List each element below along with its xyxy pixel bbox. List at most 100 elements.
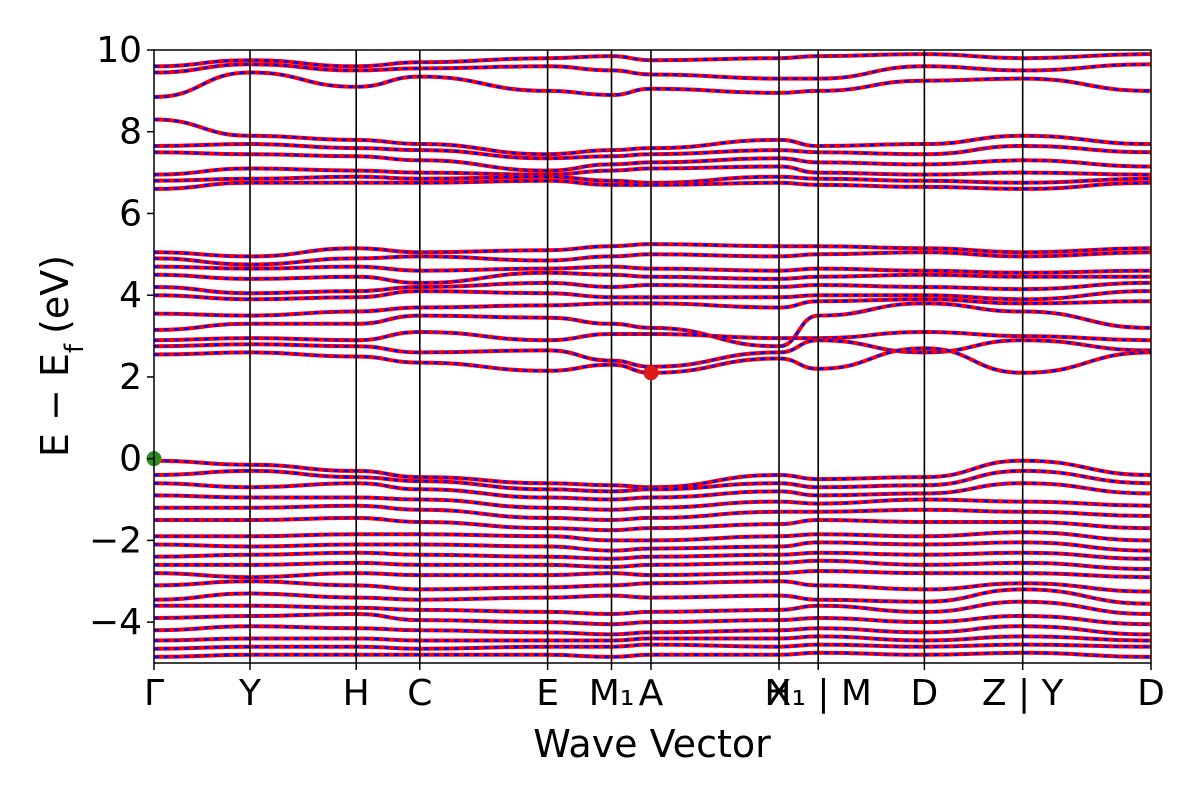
- band-31: [154, 579, 1151, 594]
- y-tick-label-5: 6: [119, 193, 142, 234]
- plot-frame: [153, 49, 1152, 664]
- band-7: [154, 174, 1151, 185]
- y-axis-title-subscript: f: [60, 343, 90, 353]
- cbm-marker: [643, 365, 659, 381]
- band-18-spin-down-line: [154, 338, 1151, 368]
- band-5-spin-down-line: [154, 150, 1151, 172]
- band-11: [154, 264, 1151, 275]
- y-tick-label-4: 4: [119, 275, 142, 316]
- band-30: [154, 568, 1151, 580]
- y-axis-ticks: −4 −2 0 2 4 6 8 10: [89, 30, 154, 643]
- band-12-spin-down-line: [154, 271, 1151, 285]
- band-26-spin-down-line: [154, 530, 1151, 542]
- high-symmetry-lines: [249, 50, 1024, 663]
- band-14: [154, 289, 1151, 302]
- x-tick-label-2: H: [343, 673, 370, 714]
- band-34: [154, 611, 1151, 627]
- band-36: [154, 634, 1151, 643]
- band-15-spin-down-line: [154, 298, 1151, 317]
- x-tick-label-9: D: [911, 673, 939, 714]
- band-25-spin-down-line: [154, 516, 1151, 532]
- band-17: [154, 329, 1151, 343]
- band-3: [154, 117, 1151, 157]
- band-16-spin-down-line: [154, 302, 1151, 348]
- band-22-spin-down-line: [154, 481, 1151, 501]
- band-8: [154, 178, 1151, 191]
- band-35-spin-down-line: [154, 624, 1151, 636]
- band-11-spin-down-line: [154, 265, 1151, 274]
- band-33-spin-down-line: [154, 600, 1151, 616]
- band-28: [154, 550, 1151, 561]
- band-37-spin-down-line: [154, 643, 1151, 650]
- y-tick-label-6: 8: [119, 112, 142, 153]
- band-18: [154, 338, 1151, 369]
- band-13: [154, 280, 1151, 296]
- band-3-spin-down-line: [154, 118, 1151, 156]
- y-tick-label-7: 10: [96, 30, 142, 71]
- band-9: [154, 242, 1151, 259]
- band-16: [154, 301, 1151, 349]
- x-tick-label-1: Y: [238, 673, 262, 714]
- band-38: [154, 650, 1151, 659]
- x-axis-ticks: Γ Y H C E M₁ A XH₁ | M D Z | Y D: [144, 663, 1165, 714]
- band-6-spin-down-line: [154, 165, 1151, 176]
- band-10-spin-down-line: [154, 251, 1151, 266]
- band-29: [154, 558, 1151, 571]
- x-tick-label-10: Z | Y: [982, 673, 1065, 714]
- band-1-spin-down-line: [154, 63, 1151, 80]
- band-6: [154, 164, 1151, 177]
- band-28-spin-down-line: [154, 551, 1151, 561]
- band-5: [154, 150, 1151, 173]
- y-tick-label-0: −4: [89, 602, 142, 643]
- band-12: [154, 270, 1151, 285]
- band-26: [154, 530, 1151, 543]
- y-axis-title: E − Ef (eV): [33, 255, 90, 457]
- bands-layer: [154, 52, 1151, 659]
- y-tick-label-2: 0: [119, 439, 142, 480]
- band-35: [154, 624, 1151, 637]
- y-axis-title-unit: (eV): [33, 255, 77, 334]
- band-38-spin-down-line: [154, 651, 1151, 659]
- band-15: [154, 297, 1151, 318]
- band-1: [154, 62, 1151, 81]
- x-tick-label-4: E: [536, 673, 559, 714]
- band-36-spin-down-line: [154, 635, 1151, 642]
- x-tick-label-7: X: [767, 673, 792, 714]
- band-33: [154, 599, 1151, 617]
- band-0: [154, 52, 1151, 69]
- band-20-spin-down-line: [154, 459, 1151, 489]
- x-tick-label-3: C: [407, 673, 432, 714]
- band-30-spin-down-line: [154, 569, 1151, 579]
- y-axis-title-main: E − E: [33, 353, 77, 457]
- band-24-spin-down-line: [154, 504, 1151, 522]
- band-37: [154, 642, 1151, 651]
- band-7-spin-down-line: [154, 175, 1151, 185]
- band-29-spin-down-line: [154, 559, 1151, 571]
- band-31-spin-down-line: [154, 580, 1151, 593]
- y-tick-label-1: −2: [89, 520, 142, 561]
- band-34-spin-down-line: [154, 612, 1151, 626]
- band-14-spin-down-line: [154, 289, 1151, 301]
- band-23: [154, 493, 1151, 512]
- x-tick-label-0: Γ: [144, 673, 164, 714]
- band-32: [154, 587, 1151, 606]
- band-2-spin-down-line: [154, 71, 1151, 99]
- band-8-spin-down-line: [154, 179, 1151, 191]
- band-10: [154, 250, 1151, 267]
- band-27: [154, 540, 1151, 553]
- band-21: [154, 468, 1151, 494]
- band-20: [154, 458, 1151, 490]
- x-tick-label-8: H₁ | M: [764, 673, 872, 714]
- band-23-spin-down-line: [154, 494, 1151, 512]
- band-25: [154, 515, 1151, 533]
- y-tick-label-3: 2: [119, 357, 142, 398]
- band-27-spin-down-line: [154, 541, 1151, 552]
- x-tick-label-6: A: [639, 673, 664, 714]
- x-tick-label-11: D: [1137, 673, 1165, 714]
- band-32-spin-down-line: [154, 588, 1151, 605]
- band-2: [154, 70, 1151, 99]
- band-13-spin-down-line: [154, 281, 1151, 295]
- band-22: [154, 481, 1151, 502]
